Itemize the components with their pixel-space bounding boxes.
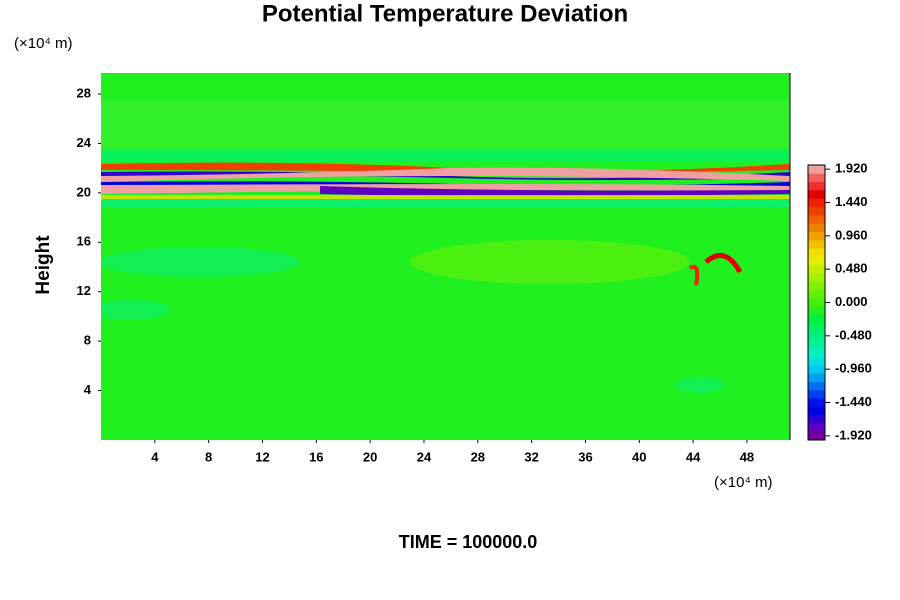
colorbar-swatch [808, 381, 825, 391]
x-tick-label: 4 [151, 449, 159, 464]
colorbar-swatch [808, 298, 825, 307]
colorbar-tick-label: 1.440 [835, 194, 868, 209]
colorbar-tick-label: 1.920 [835, 161, 868, 176]
colorbar-tick-label: -1.920 [835, 427, 872, 442]
colorbar-swatch [808, 431, 825, 441]
colorbar-swatch [808, 165, 825, 174]
colorbar-swatch [808, 373, 825, 382]
colorbar-swatch [808, 256, 825, 266]
colorbar-swatch [808, 323, 825, 332]
x-tick-label: 16 [309, 449, 323, 464]
x-tick-label: 24 [417, 449, 432, 464]
y-tick-label: 20 [77, 184, 91, 199]
colorbar-swatch [808, 181, 825, 191]
y-tick-label: 12 [77, 283, 91, 298]
colorbar-swatch [808, 406, 825, 416]
colorbar-swatch [808, 423, 825, 432]
colorbar-swatch [808, 231, 825, 241]
colorbar-swatch [808, 206, 825, 216]
x-unit: (×10⁴ m) [714, 474, 773, 491]
colorbar-swatch [808, 365, 825, 374]
colorbar-swatch [808, 348, 825, 357]
y-unit: (×10⁴ m) [14, 35, 73, 52]
y-tick-label: 24 [77, 135, 92, 150]
chart-title: Potential Temperature Deviation [262, 0, 628, 27]
time-label: TIME = 100000.0 [399, 532, 538, 552]
colorbar-swatch [808, 281, 825, 291]
colorbar-swatch [808, 248, 825, 257]
x-tick-label: 44 [686, 449, 701, 464]
x-tick-label: 12 [255, 449, 269, 464]
colorbar-swatch [808, 306, 825, 316]
colorbar-swatch [808, 356, 825, 366]
y-tick-label: 16 [77, 234, 91, 249]
colorbar-swatch [808, 315, 825, 324]
colorbar-swatch [808, 198, 825, 207]
colorbar-swatch [808, 340, 825, 349]
x-tick-label: 20 [363, 449, 377, 464]
x-tick-label: 36 [578, 449, 592, 464]
colorbar-swatch [808, 415, 825, 424]
colorbar-swatch [808, 390, 825, 399]
colorbar-tick-label: 0.000 [835, 294, 868, 309]
colorbar-swatch [808, 331, 825, 341]
colorbar-swatch [808, 240, 825, 249]
colorbar-swatch [808, 290, 825, 299]
colorbar-swatch [808, 190, 825, 199]
colorbar-swatch [808, 265, 825, 274]
colorbar-swatch [808, 273, 825, 282]
x-tick-label: 48 [740, 449, 754, 464]
y-tick-label: 28 [77, 85, 91, 100]
y-tick-label: 4 [84, 382, 92, 397]
x-tick-label: 8 [205, 449, 212, 464]
colorbar-swatch [808, 223, 825, 232]
x-tick-label: 40 [632, 449, 646, 464]
colorbar-tick-label: 0.960 [835, 227, 868, 242]
colorbar-swatch [808, 215, 825, 224]
field-features [101, 100, 790, 393]
colorbar-tick-label: -1.440 [835, 394, 872, 409]
colorbar-tick-label: -0.960 [835, 361, 872, 376]
y-axis-label: Height [33, 235, 54, 295]
colorbar-tick-label: 0.480 [835, 261, 868, 276]
y-tick-label: 8 [84, 333, 91, 348]
colorbar-tick-label: -0.480 [835, 327, 872, 342]
colorbar-swatch [808, 173, 825, 182]
x-tick-label: 32 [524, 449, 538, 464]
colorbar-swatch [808, 398, 825, 407]
x-tick-label: 28 [471, 449, 485, 464]
